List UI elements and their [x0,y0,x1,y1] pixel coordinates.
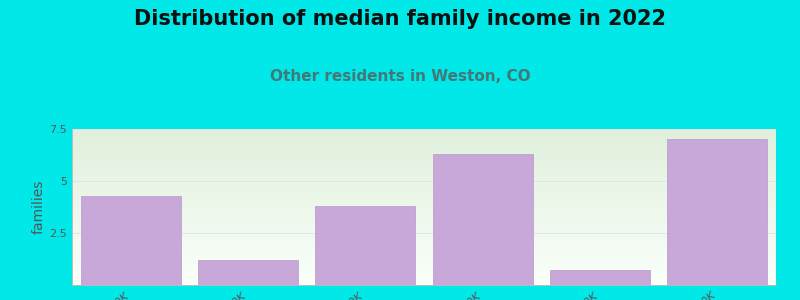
Bar [667,140,767,285]
Text: Other residents in Weston, CO: Other residents in Weston, CO [270,69,530,84]
Text: Distribution of median family income in 2022: Distribution of median family income in … [134,9,666,29]
Bar [315,206,415,285]
Bar [433,154,533,285]
Bar [550,270,650,285]
Y-axis label: families: families [31,180,46,234]
Bar [198,260,298,285]
Bar [81,196,181,285]
